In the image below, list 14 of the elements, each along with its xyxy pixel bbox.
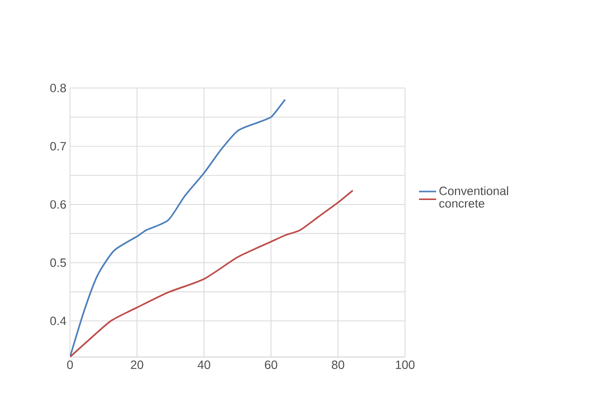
x-tick-label: 100 xyxy=(396,360,415,370)
y-tick-label: 0.8 xyxy=(50,84,66,92)
y-tick-label: 0.7 xyxy=(50,142,66,150)
x-tick-label: 40 xyxy=(198,360,210,370)
y-tick-label: 0.5 xyxy=(50,258,66,267)
y-tick-label: 0.6 xyxy=(50,200,66,209)
legend-label: Conventional concrete xyxy=(439,186,508,208)
y-tick-label: 0.4 xyxy=(50,316,66,326)
x-tick-label: 60 xyxy=(264,360,278,370)
x-tick-label: 20 xyxy=(130,360,144,370)
line-series xyxy=(70,190,354,357)
x-tick-label: 0 xyxy=(67,360,73,370)
line-series xyxy=(70,98,286,357)
x-tick-label: 80 xyxy=(332,360,344,370)
